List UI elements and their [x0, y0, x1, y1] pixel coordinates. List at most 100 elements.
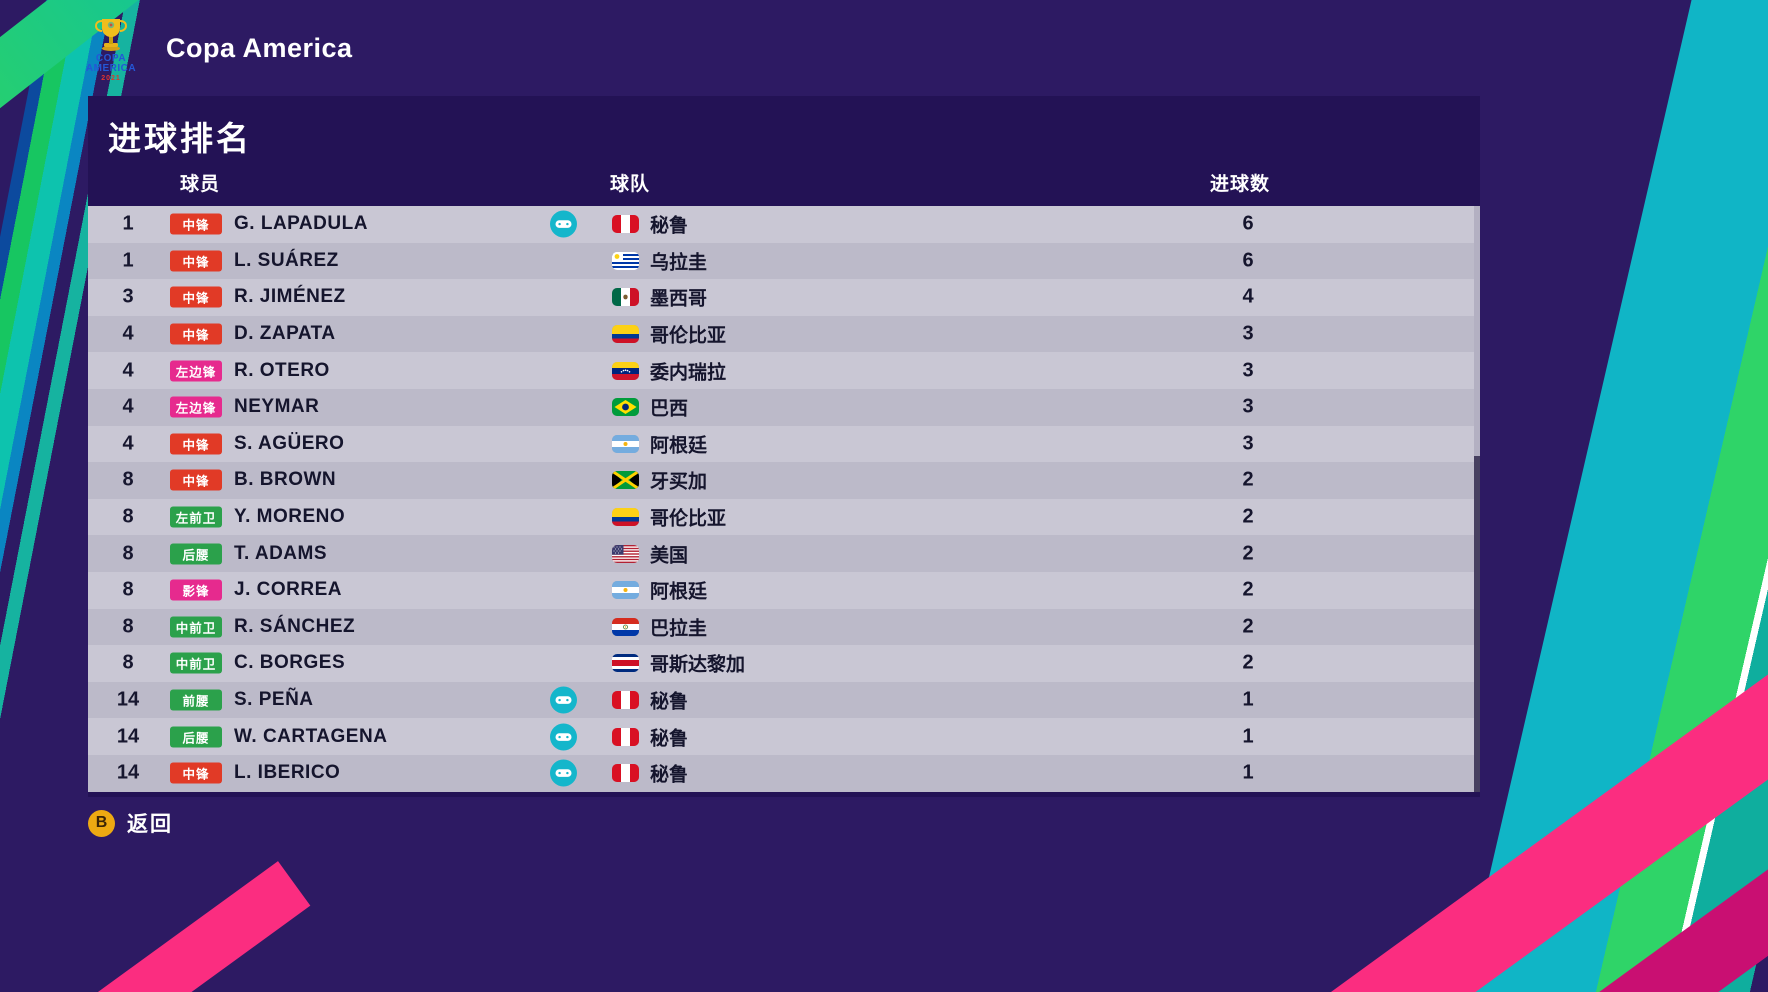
- flag-icon: [612, 581, 639, 600]
- team-name: 秘鲁: [650, 215, 689, 237]
- table-row[interactable]: 1 中锋 G. LAPADULA 秘鲁 6: [88, 206, 1474, 243]
- table-row[interactable]: 4 左边锋 NEYMAR 巴西 3: [88, 388, 1474, 426]
- position-badge: 中前卫: [170, 616, 222, 638]
- goal-count: 4: [1242, 285, 1254, 308]
- table-row[interactable]: 8 中锋 B. BROWN 牙买加 2: [88, 462, 1474, 499]
- page-title: 进球排名: [108, 120, 252, 157]
- rank: 8: [122, 578, 134, 601]
- player-name: L. SUÁREZ: [234, 249, 339, 271]
- team-name: 阿根廷: [650, 435, 708, 457]
- position-badge: 左边锋: [170, 396, 222, 418]
- rank: 14: [116, 761, 140, 784]
- table-row[interactable]: 8 后腰 T. ADAMS 美国 2: [88, 535, 1474, 572]
- goal-count: 2: [1242, 468, 1254, 491]
- rank: 4: [122, 322, 134, 345]
- table-row[interactable]: 4 中锋 S. AGÜERO 阿根廷 3: [88, 425, 1474, 463]
- table-row[interactable]: 4 中锋 D. ZAPATA 哥伦比亚 3: [88, 315, 1474, 353]
- gamepad-icon: [550, 210, 577, 238]
- table-row[interactable]: 4 左边锋 R. OTERO 委内瑞拉 3: [88, 352, 1474, 389]
- table-row[interactable]: 8 中前卫 R. SÁNCHEZ 巴拉圭 2: [88, 608, 1474, 646]
- flag-icon: [612, 398, 639, 417]
- team-name: 乌拉圭: [650, 252, 708, 274]
- player-name: S. AGÜERO: [234, 432, 345, 454]
- scrollbar[interactable]: [1474, 206, 1480, 792]
- gamepad-icon: [550, 686, 577, 714]
- gamepad-icon: [550, 759, 577, 787]
- goal-rankings-panel: 进球排名 球员 球队 进球数 1 中锋 G. LAPADULA 秘鲁 6 1 中…: [88, 96, 1480, 797]
- logo-year: 2021: [101, 75, 121, 82]
- team-name: 哥斯达黎加: [650, 654, 746, 676]
- position-badge: 中锋: [170, 213, 222, 235]
- flag-icon: [612, 654, 639, 673]
- rank: 8: [122, 505, 134, 528]
- flag-icon: [612, 434, 639, 453]
- position-badge: 中锋: [170, 469, 222, 491]
- player-name: W. CARTAGENA: [234, 725, 388, 747]
- trophy-icon: [91, 14, 131, 54]
- goal-count: 2: [1242, 578, 1254, 601]
- player-name: R. SÁNCHEZ: [234, 615, 356, 637]
- flag-icon: [612, 544, 639, 563]
- goal-count: 6: [1242, 249, 1254, 272]
- rank: 14: [116, 725, 140, 748]
- rank: 4: [122, 432, 134, 455]
- player-name: R. JIMÉNEZ: [234, 286, 346, 308]
- position-badge: 中前卫: [170, 652, 222, 674]
- table-row[interactable]: 1 中锋 L. SUÁREZ 乌拉圭 6: [88, 242, 1474, 280]
- rank: 8: [122, 651, 134, 674]
- logo-text-line1: COPA: [95, 53, 127, 64]
- rank: 1: [122, 212, 134, 235]
- team-name: 墨西哥: [650, 288, 708, 310]
- rank: 14: [116, 688, 140, 711]
- table-row[interactable]: 14 中锋 L. IBERICO 秘鲁 1: [88, 754, 1474, 792]
- goal-count: 2: [1242, 542, 1254, 565]
- table-row[interactable]: 14 后腰 W. CARTAGENA 秘鲁 1: [88, 718, 1474, 755]
- goal-count: 2: [1242, 615, 1254, 638]
- player-name: G. LAPADULA: [234, 213, 368, 235]
- team-name: 牙买加: [650, 471, 708, 493]
- rank: 8: [122, 468, 134, 491]
- goal-count: 3: [1242, 395, 1254, 418]
- team-name: 哥伦比亚: [650, 325, 727, 347]
- rankings-table: 1 中锋 G. LAPADULA 秘鲁 6 1 中锋 L. SUÁREZ 乌拉圭…: [88, 206, 1474, 792]
- table-row[interactable]: 8 左前卫 Y. MORENO 哥伦比亚 2: [88, 498, 1474, 536]
- back-label[interactable]: 返回: [127, 813, 173, 836]
- scrollbar-thumb[interactable]: [1474, 206, 1480, 456]
- flag-icon: [612, 691, 639, 710]
- position-badge: 后腰: [170, 726, 222, 748]
- rank: 4: [122, 395, 134, 418]
- player-name: J. CORREA: [234, 579, 342, 601]
- table-row[interactable]: 3 中锋 R. JIMÉNEZ 墨西哥 4: [88, 279, 1474, 316]
- team-name: 巴拉圭: [650, 618, 708, 640]
- footer-bar: B 返回: [88, 806, 173, 840]
- gamepad-icon: [550, 723, 577, 751]
- goal-count: 3: [1242, 322, 1254, 345]
- position-badge: 左边锋: [170, 360, 222, 382]
- player-name: R. OTERO: [234, 359, 330, 381]
- position-badge: 中锋: [170, 286, 222, 308]
- flag-icon: [612, 325, 639, 344]
- flag-icon: [612, 508, 639, 527]
- flag-icon: [612, 471, 639, 490]
- flag-icon: [612, 288, 639, 307]
- team-name: 美国: [650, 545, 689, 567]
- player-name: Y. MORENO: [234, 506, 346, 528]
- table-row[interactable]: 8 影锋 J. CORREA 阿根廷 2: [88, 571, 1474, 609]
- table-row[interactable]: 8 中前卫 C. BORGES 哥斯达黎加 2: [88, 645, 1474, 682]
- player-name: NEYMAR: [234, 396, 320, 418]
- table-row[interactable]: 14 前腰 S. PEÑA 秘鲁 1: [88, 681, 1474, 719]
- rank: 8: [122, 615, 134, 638]
- team-name: 秘鲁: [650, 764, 689, 786]
- flag-icon: [612, 251, 639, 270]
- position-badge: 影锋: [170, 579, 222, 601]
- player-name: B. BROWN: [234, 469, 337, 491]
- b-button[interactable]: B: [88, 809, 115, 837]
- app-header: COPA AMERICA 2021 Copa America: [0, 0, 1768, 96]
- rank: 1: [122, 249, 134, 272]
- goal-count: 3: [1242, 432, 1254, 455]
- player-name: C. BORGES: [234, 652, 346, 674]
- position-badge: 中锋: [170, 433, 222, 455]
- goal-count: 6: [1242, 212, 1254, 235]
- column-header-goals: 进球数: [1210, 174, 1271, 195]
